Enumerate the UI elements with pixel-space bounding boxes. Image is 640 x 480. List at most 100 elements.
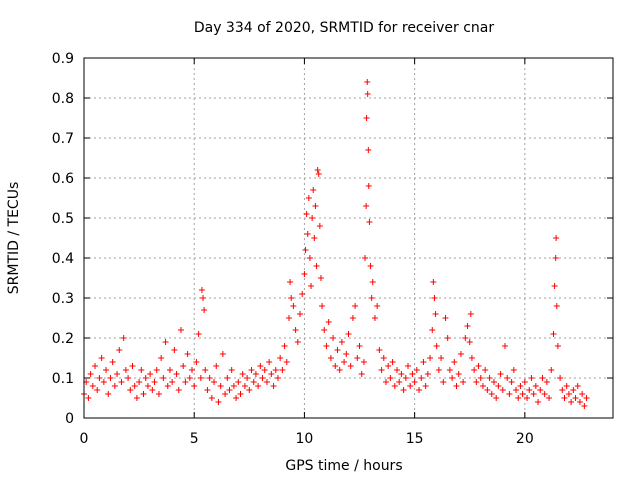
y-tick-label: 0.9 [52, 51, 74, 67]
data-point [217, 383, 224, 389]
data-point [435, 367, 442, 373]
x-tick-labels: 0 5 10 15 20 [80, 431, 534, 447]
data-point [495, 383, 502, 389]
data-point [424, 371, 431, 377]
data-point [312, 203, 319, 209]
data-point [570, 387, 577, 393]
data-point [290, 303, 297, 309]
data-point [508, 379, 515, 385]
data-point [402, 375, 409, 381]
data-point [303, 211, 310, 217]
data-point [553, 303, 560, 309]
y-tick-label: 0.2 [52, 331, 74, 347]
data-point [308, 283, 315, 289]
data-point [451, 359, 458, 365]
data-point [553, 235, 560, 241]
data-point [87, 371, 94, 377]
data-point [138, 367, 145, 373]
data-point [114, 371, 121, 377]
data-point [551, 283, 558, 289]
data-point [510, 367, 517, 373]
data-point [129, 363, 136, 369]
data-point [261, 367, 268, 373]
data-point [162, 339, 169, 345]
data-point [122, 367, 129, 373]
data-point [184, 351, 191, 357]
data-point [314, 167, 321, 173]
data-point [198, 287, 205, 293]
data-point [446, 367, 453, 373]
data-point [482, 367, 489, 373]
y-tick-label: 0.7 [52, 131, 74, 147]
data-point [268, 371, 275, 377]
data-point [323, 343, 330, 349]
data-point [418, 375, 425, 381]
data-point [364, 91, 371, 97]
data-point [237, 391, 244, 397]
data-point [576, 399, 583, 405]
data-point [563, 383, 570, 389]
data-point [193, 359, 200, 365]
data-point [105, 391, 112, 397]
data-point [149, 387, 156, 393]
data-point [475, 363, 482, 369]
data-point [371, 315, 378, 321]
data-point [120, 335, 127, 341]
data-point [202, 367, 209, 373]
data-point [521, 379, 528, 385]
data-point [306, 255, 313, 261]
data-point [125, 375, 132, 381]
data-point [539, 375, 546, 381]
data-point [416, 387, 423, 393]
data-point [334, 347, 341, 353]
data-point [537, 387, 544, 393]
data-point [473, 379, 480, 385]
data-point [345, 331, 352, 337]
data-point [195, 331, 202, 337]
y-tick-label: 0.4 [52, 251, 74, 267]
data-point [299, 291, 306, 297]
data-point [499, 387, 506, 393]
data-point [222, 391, 229, 397]
data-point [554, 343, 561, 349]
data-point [107, 375, 114, 381]
data-point [266, 359, 273, 365]
data-point [140, 391, 147, 397]
data-point [365, 183, 372, 189]
data-point [182, 379, 189, 385]
y-tick-label: 0.6 [52, 171, 74, 187]
data-point [189, 367, 196, 373]
data-point [374, 303, 381, 309]
data-point [368, 295, 375, 301]
data-point [455, 371, 462, 377]
data-point [166, 367, 173, 373]
data-point [201, 307, 208, 313]
data-point [277, 355, 284, 361]
data-point [565, 391, 572, 397]
data-point [301, 271, 308, 277]
data-point [429, 327, 436, 333]
data-point [144, 383, 151, 389]
data-point [382, 379, 389, 385]
data-point [341, 359, 348, 365]
data-point [352, 303, 359, 309]
data-point [279, 367, 286, 373]
data-point [433, 343, 440, 349]
data-point [464, 323, 471, 329]
data-point [524, 395, 531, 401]
data-point [387, 375, 394, 381]
data-point [506, 391, 513, 397]
data-point [557, 375, 564, 381]
data-point [546, 395, 553, 401]
data-point [109, 359, 116, 365]
data-point [528, 375, 535, 381]
data-point [244, 375, 251, 381]
data-point [497, 371, 504, 377]
data-point [413, 367, 420, 373]
data-point [309, 215, 316, 221]
data-point [160, 375, 167, 381]
data-point [158, 355, 165, 361]
y-tick-label: 0.5 [52, 211, 74, 227]
data-point [332, 363, 339, 369]
data-point [292, 327, 299, 333]
